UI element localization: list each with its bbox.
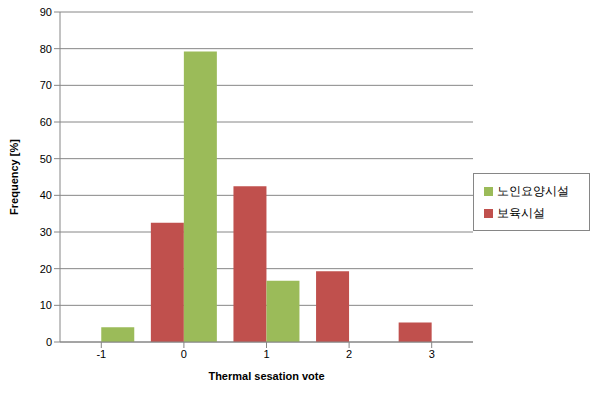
svg-text:50: 50: [40, 153, 52, 165]
svg-text:30: 30: [40, 226, 52, 238]
svg-text:1: 1: [263, 348, 269, 360]
html-text:보육시설: 보육시설: [497, 206, 545, 220]
svg-text:80: 80: [40, 43, 52, 55]
svg-text:20: 20: [40, 263, 52, 275]
svg-text:2: 2: [346, 348, 352, 360]
html-text:노인요양시설: 노인요양시설: [497, 184, 569, 198]
svg-text:90: 90: [40, 6, 52, 18]
svg-text:-1: -1: [96, 348, 106, 360]
svg-text:40: 40: [40, 189, 52, 201]
svg-text:3: 3: [429, 348, 435, 360]
svg-text:70: 70: [40, 79, 52, 91]
svg-text:10: 10: [40, 299, 52, 311]
svg-text:0: 0: [46, 336, 52, 348]
svg-text:60: 60: [40, 116, 52, 128]
svg-text:Frequency [%]: Frequency [%]: [8, 139, 20, 215]
svg-text:Thermal sesation vote: Thermal sesation vote: [208, 370, 324, 382]
svg-text:0: 0: [181, 348, 187, 360]
